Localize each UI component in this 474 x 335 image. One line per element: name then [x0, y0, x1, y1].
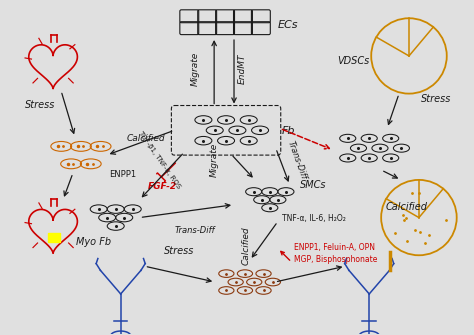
Text: Migrate: Migrate	[190, 52, 199, 86]
Text: Stress: Stress	[25, 100, 55, 111]
Text: EndMT: EndMT	[238, 54, 247, 84]
Text: Stress: Stress	[164, 246, 195, 256]
Text: ENPP1: ENPP1	[109, 170, 136, 179]
Bar	[48, 233, 60, 243]
Text: Myo Fb: Myo Fb	[76, 238, 111, 247]
Text: Stress: Stress	[421, 93, 451, 104]
Text: VDSCs: VDSCs	[337, 56, 370, 66]
Text: Trans-Diff: Trans-Diff	[174, 226, 215, 236]
Text: Fb: Fb	[282, 126, 295, 136]
Text: ENPP1, Feluin-A, OPN: ENPP1, Feluin-A, OPN	[294, 243, 374, 252]
Text: TNF-α, IL-6, H₂O₂: TNF-α, IL-6, H₂O₂	[282, 213, 346, 222]
Text: Calcified: Calcified	[385, 202, 427, 212]
Text: MGP, Bisphosphonate: MGP, Bisphosphonate	[294, 255, 377, 264]
Text: Migrate: Migrate	[210, 143, 219, 177]
Text: TGF-β1, TNF-α, ROS: TGF-β1, TNF-α, ROS	[137, 130, 181, 190]
Text: Trans-Diff: Trans-Diff	[286, 139, 308, 181]
Text: SMCs: SMCs	[300, 180, 326, 190]
Text: FGF-2: FGF-2	[147, 182, 177, 191]
Text: Calcified: Calcified	[127, 134, 165, 143]
Text: Calcified: Calcified	[242, 226, 251, 265]
Text: ECs: ECs	[278, 20, 298, 30]
